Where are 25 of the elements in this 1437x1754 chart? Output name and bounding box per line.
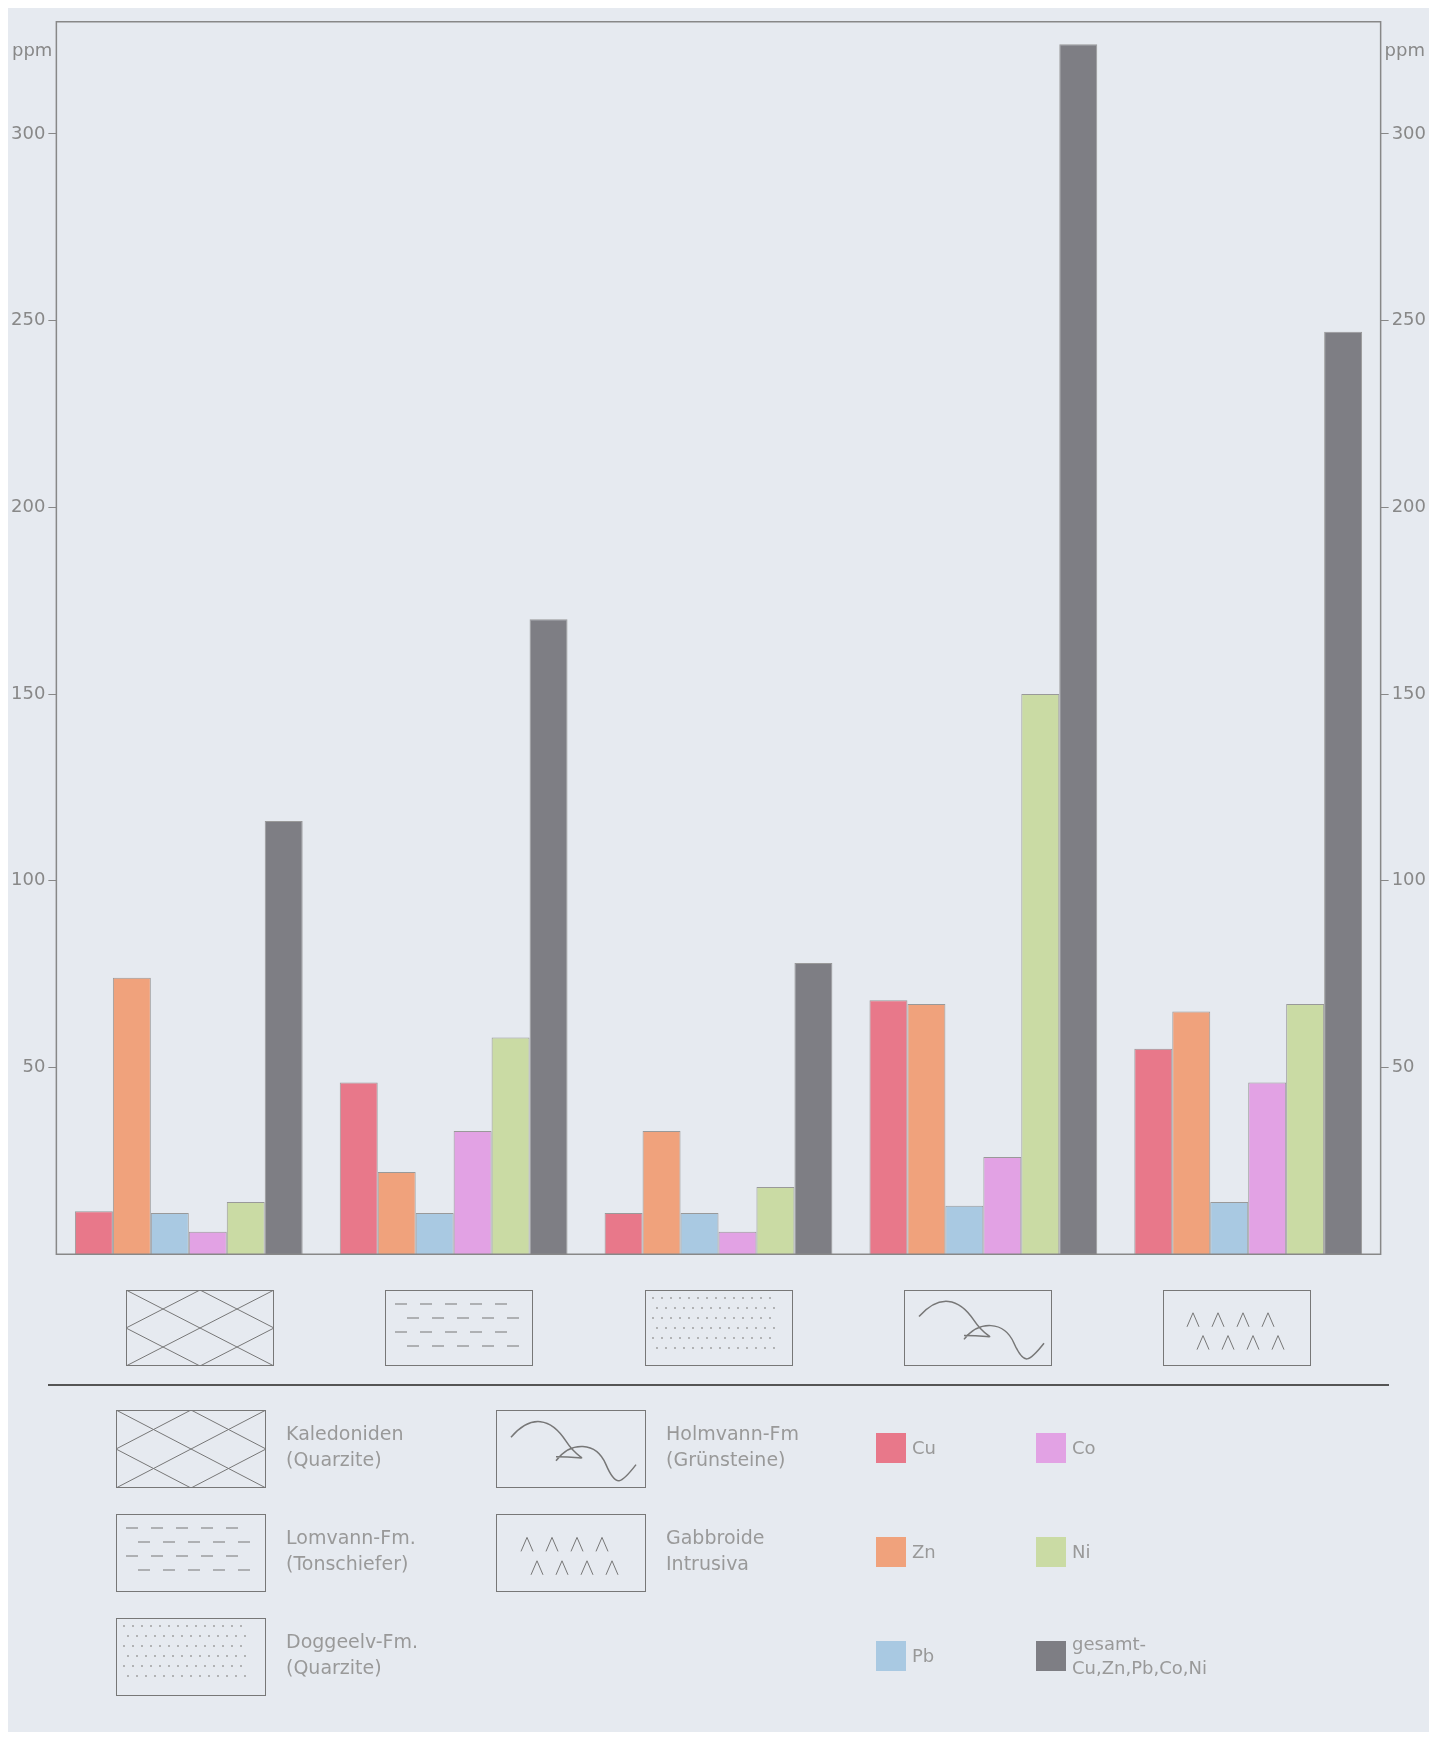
y2-axis-title: ppm [1384, 38, 1425, 60]
y2-tick-label: 50 [1391, 1055, 1415, 1077]
legend-label: gesamt-Cu,Zn,Pb,Co,Ni [1072, 1632, 1207, 1680]
y-tick-label: 100 [11, 868, 46, 890]
y-tick-label: 50 [22, 1055, 46, 1077]
text: Holmvann-Fm (Grünsteine) [666, 1421, 800, 1472]
text: Lomvann-Fm. (Tonschiefer) [286, 1525, 417, 1576]
y-tick-label: 250 [11, 308, 46, 330]
y2-tick-label: 150 [1391, 681, 1426, 703]
y-tick-label: 150 [11, 681, 46, 703]
y2-tick-label: 100 [1391, 868, 1426, 890]
y-tick-label: 300 [11, 121, 46, 143]
y2-tick-label: 200 [1391, 494, 1426, 516]
y2-tick-label: 300 [1391, 121, 1426, 143]
legend-label: Co [1072, 1436, 1097, 1460]
text: Doggeelv-Fm. (Quarzite) [286, 1629, 420, 1680]
text: Gabbroide Intrusiva [666, 1525, 766, 1576]
legend-label: Ni [1072, 1540, 1092, 1564]
y-tick-label: 200 [11, 494, 46, 516]
legend-label: Cu [912, 1436, 937, 1460]
y-axis-title: ppm [12, 38, 53, 60]
legend-label: Zn [912, 1540, 937, 1564]
text: Kaledoniden (Quarzite) [286, 1421, 405, 1472]
legend-label: Pb [912, 1644, 936, 1668]
y2-tick-label: 250 [1391, 308, 1426, 330]
